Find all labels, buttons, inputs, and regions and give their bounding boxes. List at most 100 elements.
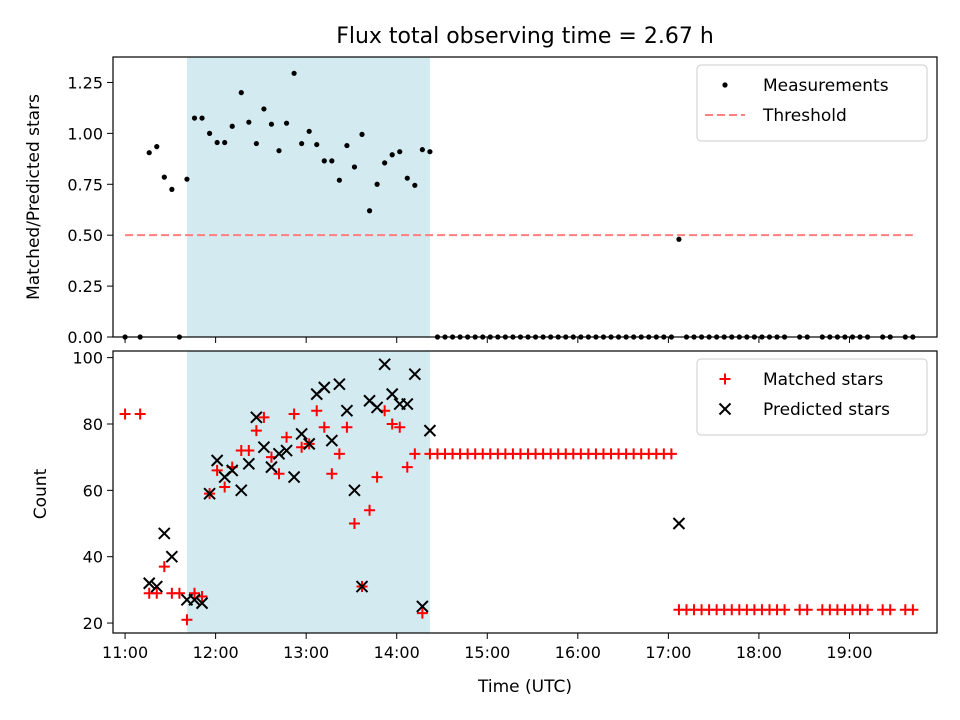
measurement-point: [253, 140, 259, 147]
matched-star-point: [333, 448, 345, 460]
measurement-point: [169, 186, 175, 192]
predicted-star-point: [203, 487, 216, 500]
measurement-point: [676, 236, 682, 242]
y-tick-label: 1.00: [67, 124, 103, 143]
measurement-point: [344, 142, 350, 149]
legend-measurement-swatch: [722, 82, 728, 88]
measurement-point: [359, 131, 365, 137]
y-tick-label: 0.75: [67, 175, 103, 194]
predicted-star-point: [188, 593, 201, 607]
matched-star-point: [907, 604, 919, 616]
measurement-point: [366, 208, 373, 214]
predicted-star-point: [272, 447, 286, 461]
matched-star-point: [188, 587, 200, 599]
measurement-point: [329, 158, 335, 164]
measurement-point: [222, 139, 228, 146]
matched-star-point: [243, 445, 255, 457]
measurement-point: [389, 152, 395, 158]
predicted-star-point: [195, 596, 209, 610]
predicted-star-point: [416, 600, 429, 613]
y-tick-label: 0.00: [67, 328, 103, 347]
y-tick-label: 1.25: [67, 73, 103, 92]
measurement-point: [146, 150, 152, 156]
y-tick-label: 20: [83, 614, 103, 633]
measurement-point: [291, 70, 297, 76]
predicted-star-point: [408, 368, 422, 381]
legend-box: [696, 64, 928, 142]
predicted-star-point: [302, 437, 316, 451]
x-tick-label: 19:00: [826, 643, 872, 662]
predicted-star-point: [340, 404, 354, 417]
matched-star-point: [884, 604, 896, 616]
predicted-star-point: [318, 381, 331, 394]
predicted-star-point: [158, 527, 171, 540]
predicted-star-point: [257, 441, 271, 454]
measurement-point: [427, 149, 433, 155]
bottom-panel: 20 40 60 80 100 11:00 12:00 13:00 14:00 15:00 16:0…: [72, 349, 938, 662]
matched-star-point: [119, 408, 131, 420]
measurement-point: [268, 121, 275, 127]
measurement-point: [238, 90, 244, 96]
predicted-star-point: [265, 460, 278, 474]
matched-star-point: [801, 604, 813, 616]
y-tick-label: 0.25: [67, 277, 103, 296]
measurement-point: [261, 106, 267, 112]
predicted-star-point: [348, 484, 361, 497]
matched-star-point: [250, 425, 262, 437]
predicted-star-point: [423, 424, 437, 437]
measurement-point: [314, 141, 320, 148]
measurement-point: [374, 181, 380, 187]
predicted-star-point: [287, 470, 301, 484]
matched-star-point: [273, 468, 285, 480]
legend: Matched stars Predicted stars: [696, 358, 928, 436]
predicted-star-point: [333, 377, 346, 391]
matched-star-point: [779, 604, 791, 616]
measurement-point: [412, 182, 418, 188]
matched-star-point: [665, 448, 677, 460]
measurement-point: [351, 164, 358, 170]
series-1: [143, 358, 686, 613]
measurement-point: [419, 147, 425, 153]
measurement-point: [191, 115, 198, 121]
predicted-star-point: [355, 580, 369, 593]
matched-star-point: [409, 448, 421, 460]
measurement-point: [382, 160, 388, 166]
legend-matched-swatch: [719, 373, 731, 385]
x-axis-label: Time (UTC): [477, 677, 572, 697]
predicted-star-point: [672, 517, 686, 530]
predicted-star-point: [401, 397, 414, 411]
legend: Measurements Threshold: [696, 64, 928, 142]
x-tick-label: 15:00: [464, 643, 510, 662]
predicted-star-point: [385, 387, 399, 401]
x-tick-label: 12:00: [193, 643, 239, 662]
matched-star-point: [386, 418, 398, 430]
predicted-star-point: [226, 464, 239, 477]
measurement-point: [199, 115, 205, 121]
matched-star-point: [394, 421, 406, 433]
matched-star-point: [134, 408, 146, 420]
measurement-point: [283, 120, 290, 126]
predicted-star-point: [150, 580, 163, 593]
measurement-point: [206, 130, 213, 136]
matched-star-point: [151, 587, 163, 599]
matched-star-point: [158, 561, 170, 573]
predicted-star-point: [325, 434, 339, 447]
measurement-point: [404, 175, 410, 181]
measurement-point: [397, 149, 403, 155]
matched-star-point: [311, 405, 323, 417]
y-tick-label: 40: [83, 548, 103, 567]
measurement-point: [229, 123, 235, 129]
plot-frame: [112, 350, 938, 634]
top-panel: 0.00 0.25 0.50 0.75 1.00 1.25 Measurements Thre…: [67, 56, 938, 347]
matched-star-point: [288, 408, 300, 420]
series-0: [119, 405, 919, 626]
measurement-point: [246, 119, 252, 125]
predicted-star-point: [370, 401, 384, 414]
x-tick-label: 13:00: [283, 643, 329, 662]
legend-label: Matched stars: [763, 370, 883, 390]
measurement-point: [336, 177, 342, 183]
y-tick-label: 0.50: [67, 226, 103, 245]
matched-star-point: [318, 421, 330, 433]
matched-star-point: [401, 461, 413, 473]
matched-star-point: [173, 587, 185, 599]
